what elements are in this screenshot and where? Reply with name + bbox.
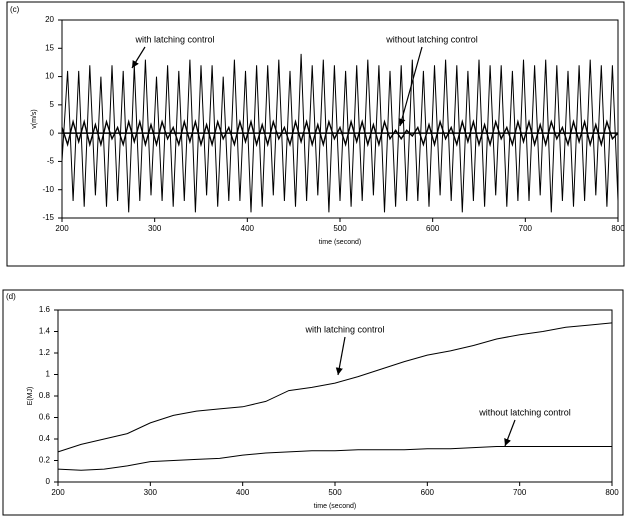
x-tick-label: 200	[55, 224, 69, 233]
annotation-arrow	[398, 46, 423, 127]
x-tick-label: 800	[611, 224, 625, 233]
x-tick-label: 600	[426, 224, 440, 233]
x-tick-label: 500	[333, 224, 347, 233]
y-tick-label: -5	[47, 157, 55, 166]
panel-frame	[2, 289, 624, 516]
annotation: without latching control	[385, 34, 478, 44]
annotation: without latching control	[478, 407, 571, 417]
x-axis-label: time (second)	[314, 503, 356, 510]
plot-area	[61, 19, 619, 219]
x-tick-label: 300	[148, 224, 162, 233]
panel-label: (d)	[6, 292, 16, 301]
plot-area	[57, 309, 613, 483]
y-tick-label: 0	[46, 477, 51, 486]
x-tick-label: 700	[519, 224, 533, 233]
data-line	[57, 446, 612, 471]
x-tick-label: 500	[328, 488, 342, 497]
y-tick-label: 20	[45, 15, 54, 24]
x-tick-label: 800	[605, 488, 619, 497]
annotation-arrow	[335, 336, 346, 376]
y-tick-label: -10	[42, 185, 54, 194]
data-line	[57, 322, 613, 453]
y-tick-label: 0.4	[39, 434, 51, 443]
y-tick-label: 0.8	[39, 391, 51, 400]
data-line	[61, 53, 619, 213]
y-tick-label: 0.6	[39, 413, 51, 422]
y-tick-label: 0	[50, 128, 55, 137]
annotation: with latching control	[304, 324, 384, 334]
data-line	[61, 119, 619, 148]
x-tick-label: 700	[513, 488, 527, 497]
annotation-arrow	[131, 46, 146, 69]
y-tick-label: 0.2	[39, 456, 51, 465]
y-axis-label: E(MJ)	[27, 387, 34, 406]
y-tick-label: 1.2	[39, 348, 51, 357]
x-tick-label: 400	[236, 488, 250, 497]
x-tick-label: 300	[144, 488, 158, 497]
y-tick-label: 10	[45, 72, 54, 81]
x-tick-label: 400	[241, 224, 255, 233]
panel-label: (c)	[10, 5, 20, 14]
y-axis-label: v(m/s)	[31, 109, 38, 128]
annotation: with latching control	[134, 34, 214, 44]
y-tick-label: 5	[50, 100, 55, 109]
annotation-arrow	[504, 419, 516, 447]
panel-frame	[6, 1, 625, 267]
x-axis-label: time (second)	[319, 239, 361, 246]
y-tick-label: 15	[45, 43, 54, 52]
y-tick-label: -15	[42, 213, 54, 222]
y-tick-label: 1.4	[39, 327, 51, 336]
x-tick-label: 600	[421, 488, 435, 497]
x-tick-label: 200	[51, 488, 65, 497]
y-tick-label: 1.6	[39, 305, 51, 314]
y-tick-label: 1	[46, 370, 51, 379]
